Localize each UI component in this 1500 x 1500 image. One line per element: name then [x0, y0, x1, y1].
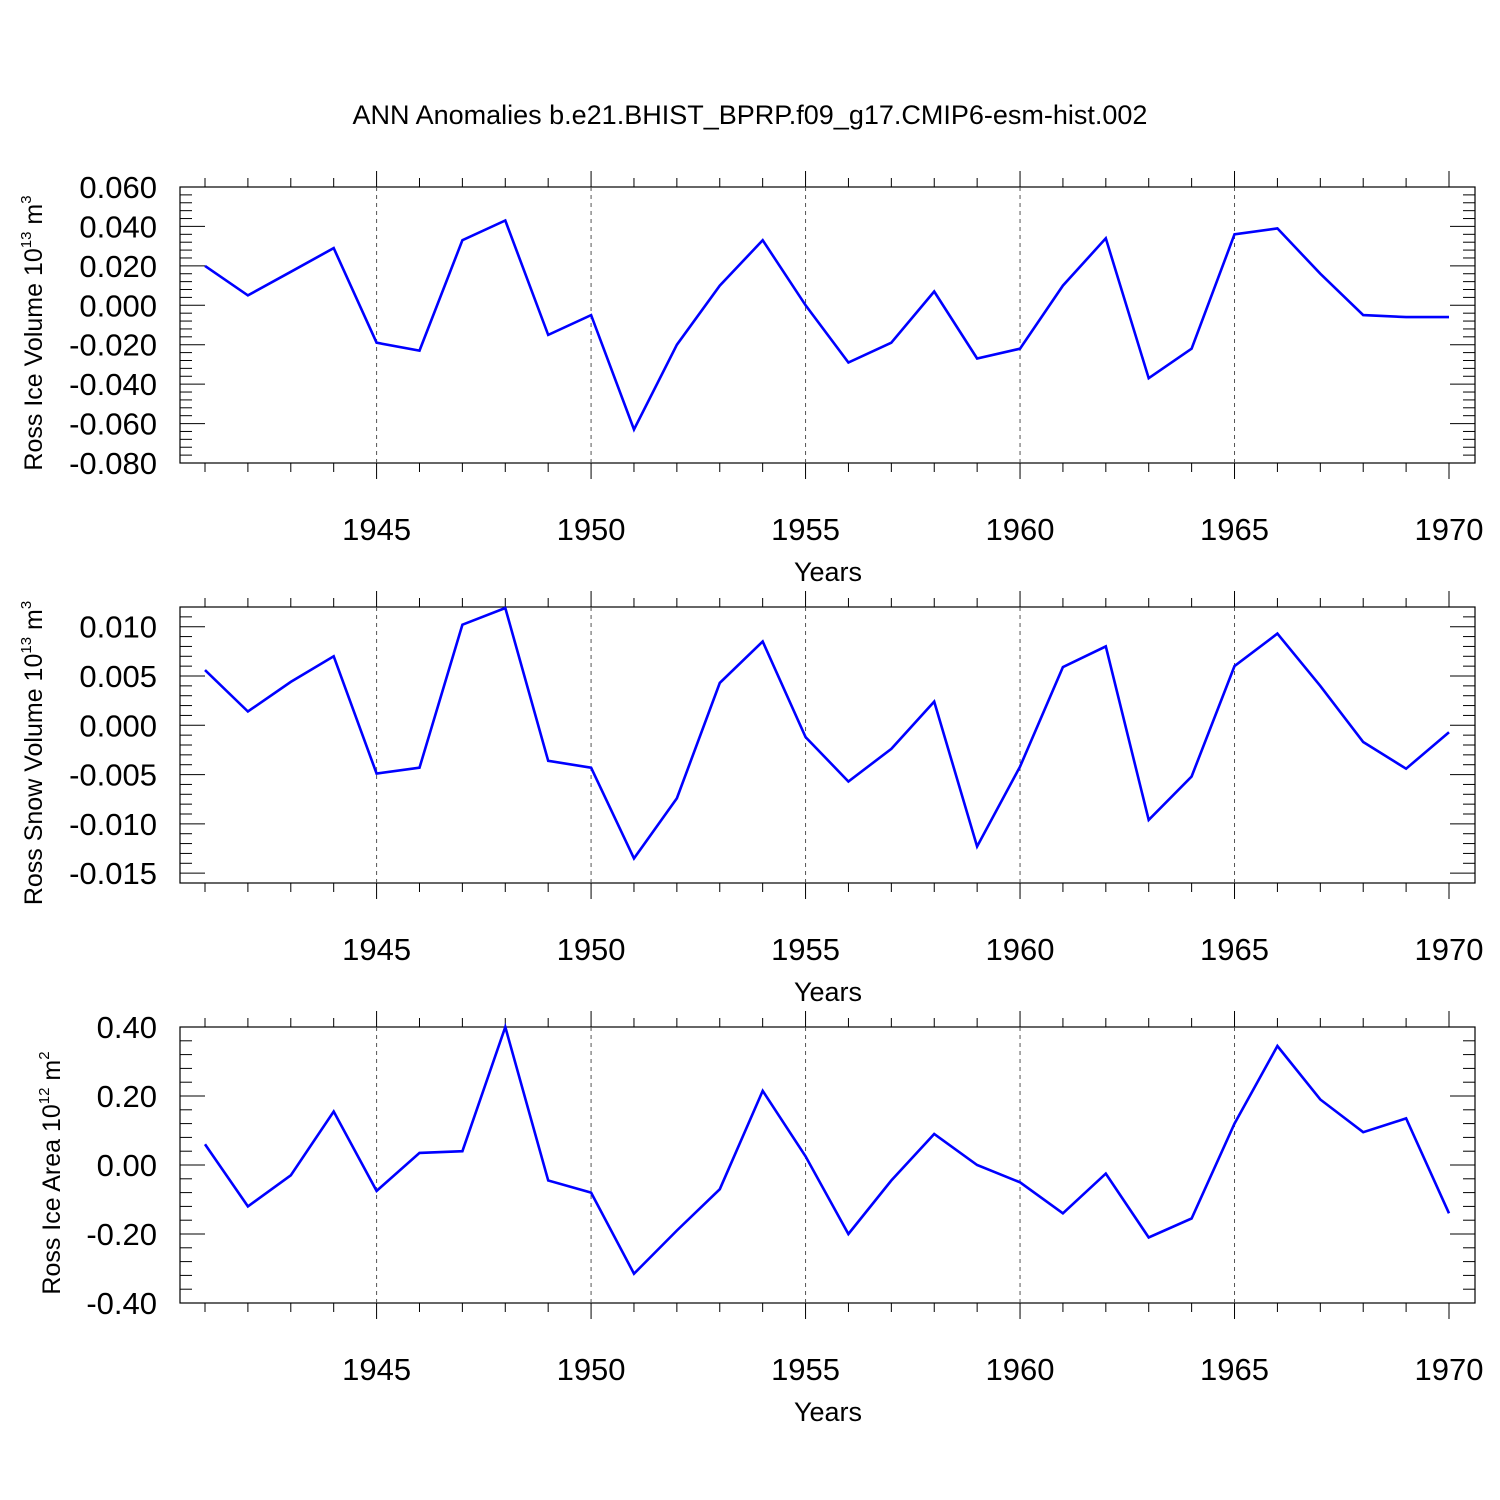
y-tick-label: 0.00 [97, 1148, 157, 1183]
series-line [204, 218, 1449, 433]
x-axis-label: Years [794, 557, 862, 587]
x-tick-label: 1960 [986, 932, 1055, 967]
x-tick-label: 1955 [771, 932, 840, 967]
x-axis-label: Years [794, 1397, 862, 1427]
x-tick-label: 1965 [1200, 512, 1269, 547]
y-tick-label: -0.005 [69, 758, 157, 793]
x-tick-label: 1965 [1200, 932, 1269, 967]
y-axis-label-unit: m [20, 609, 48, 637]
y-axis-label-unit-sup: 3 [18, 195, 35, 203]
y-axis-label: Ross Snow Volume 1013 m3 [18, 601, 48, 905]
y-tick-label: -0.40 [86, 1286, 157, 1321]
y-tick-label: -0.020 [69, 328, 157, 363]
x-tick-label: 1950 [557, 1352, 626, 1387]
x-tick-label: 1960 [986, 1352, 1055, 1387]
y-tick-label: 0.060 [79, 170, 157, 205]
x-tick-label: 1970 [1415, 512, 1484, 547]
y-axis-label: Ross Ice Volume 1013 m3 [18, 195, 48, 470]
plot-frame [179, 1026, 1476, 1304]
y-axis-label-unit: m [20, 204, 48, 232]
y-tick-label: 0.40 [97, 1010, 157, 1045]
y-tick-label: 0.000 [79, 288, 157, 323]
y-axis-label: Ross Ice Area 1012 m2 [36, 1051, 66, 1294]
y-tick-label: 0.010 [79, 610, 157, 645]
x-tick-label: 1965 [1200, 1352, 1269, 1387]
plot-frame [179, 186, 1476, 464]
y-axis-label-unit: m [38, 1060, 66, 1088]
y-tick-label: -0.040 [69, 367, 157, 402]
y-axis-label-sup: 13 [18, 637, 35, 654]
x-tick-label: 1955 [771, 512, 840, 547]
y-tick-label: 0.040 [79, 209, 157, 244]
x-tick-label: 1950 [557, 512, 626, 547]
x-tick-label: 1945 [342, 512, 411, 547]
y-axis-label-main: Ross Snow Volume 10 [20, 654, 48, 906]
panel-3: 1945 1950 1955 1960 1965 1970 0.40 0.20 0.00 -0.2… [36, 1010, 1483, 1427]
x-tick-label: 1960 [986, 512, 1055, 547]
y-axis-label-sup: 12 [36, 1088, 53, 1105]
x-tick-label: 1945 [342, 1352, 411, 1387]
x-tick-label: 1970 [1415, 932, 1484, 967]
y-tick-label: -0.015 [69, 856, 157, 891]
y-tick-label: -0.060 [69, 407, 157, 442]
x-tick-label: 1945 [342, 932, 411, 967]
x-tick-label: 1950 [557, 932, 626, 967]
x-tick-label: 1955 [771, 1352, 840, 1387]
y-axis-label-unit-sup: 3 [18, 601, 35, 609]
y-axis-label-main: Ross Ice Volume 10 [20, 248, 48, 470]
y-axis-label-main: Ross Ice Area 10 [38, 1104, 66, 1294]
series-line [203, 1022, 1451, 1276]
y-tick-label: -0.20 [86, 1217, 157, 1252]
y-tick-label: 0.000 [79, 708, 157, 743]
panel-1: 1945 1950 1955 1960 1965 1970 0.060 0.040 0.020 0… [18, 170, 1483, 587]
plot-frame [179, 606, 1476, 884]
y-axis-label-sup: 13 [18, 232, 35, 249]
panel-2: 1945 1950 1955 1960 1965 1970 0.010 0.005 0.000 -… [18, 591, 1483, 1007]
series-line [204, 606, 1450, 861]
chart-title: ANN Anomalies b.e21.BHIST_BPRP.f09_g17.C… [353, 100, 1148, 130]
y-tick-label: -0.010 [69, 807, 157, 842]
y-tick-label: 0.020 [79, 249, 157, 284]
x-tick-label: 1970 [1415, 1352, 1484, 1387]
y-axis-label-unit-sup: 2 [36, 1051, 53, 1059]
y-tick-label: -0.080 [69, 446, 157, 481]
y-tick-label: 0.005 [79, 659, 157, 694]
y-tick-label: 0.20 [97, 1079, 157, 1114]
x-axis-label: Years [794, 977, 862, 1007]
